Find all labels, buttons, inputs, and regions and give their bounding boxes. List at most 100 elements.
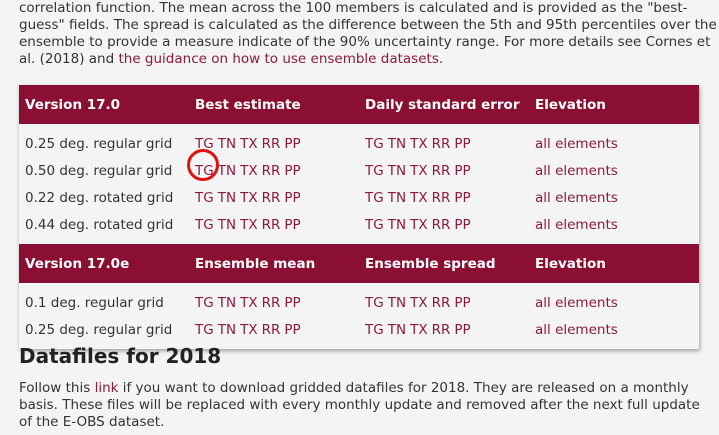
table-row: 0.25 deg. regular grid TG TN TX RR PP TG TN TX RR…	[19, 316, 699, 349]
table-row: 0.1 deg. regular grid TG TN TX RR PP TG TN TX RR P…	[19, 283, 699, 316]
variable-link-pp[interactable]: PP	[454, 135, 471, 152]
ensemble-spread-header: Ensemble spread	[359, 244, 529, 283]
variable-link-pp[interactable]: PP	[284, 162, 301, 179]
variable-link-rr[interactable]: RR	[261, 216, 281, 233]
variable-link-rr[interactable]: RR	[431, 189, 451, 206]
variable-link-tn[interactable]: TN	[387, 135, 407, 152]
variable-link-tn[interactable]: TN	[217, 294, 237, 311]
table-row: 0.50 deg. regular grid TG TN TX RR PP TG TN TX RR…	[19, 157, 699, 184]
variable-link-tg[interactable]: TG	[365, 162, 384, 179]
variable-link-rr[interactable]: RR	[261, 135, 281, 152]
variable-link-tn[interactable]: TN	[387, 294, 407, 311]
variable-link-rr[interactable]: RR	[431, 294, 451, 311]
variable-link-tn[interactable]: TN	[387, 189, 407, 206]
secondary-variable-links: TG TN TX RR PP	[359, 316, 529, 349]
best-estimate-header: Best estimate	[189, 85, 359, 124]
all-elements-link[interactable]: all elements	[535, 189, 618, 206]
variable-link-tn[interactable]: TN	[387, 321, 407, 338]
elevation-cell: all elements	[529, 283, 699, 316]
daily-standard-error-header: Daily standard error	[359, 85, 529, 124]
variable-link-tx[interactable]: TX	[410, 321, 428, 338]
variable-link-tn[interactable]: TN	[217, 216, 237, 233]
variable-link-tg[interactable]: TG	[365, 135, 384, 152]
variable-link-pp[interactable]: PP	[454, 162, 471, 179]
variable-link-tx[interactable]: TX	[240, 135, 258, 152]
secondary-variable-links: TG TN TX RR PP	[359, 283, 529, 316]
variable-link-rr[interactable]: RR	[261, 162, 281, 179]
elevation-cell: all elements	[529, 184, 699, 211]
all-elements-link[interactable]: all elements	[535, 294, 618, 311]
variable-link-tx[interactable]: TX	[410, 162, 428, 179]
variable-link-tn[interactable]: TN	[387, 162, 407, 179]
variable-link-tx[interactable]: TX	[240, 162, 258, 179]
ensemble-mean-header: Ensemble mean	[189, 244, 359, 283]
variable-link-tn[interactable]: TN	[217, 321, 237, 338]
variable-link-rr[interactable]: RR	[261, 294, 281, 311]
elevation-cell: all elements	[529, 316, 699, 349]
all-elements-link[interactable]: all elements	[535, 321, 618, 338]
all-elements-link[interactable]: all elements	[535, 135, 618, 152]
variable-link-tx[interactable]: TX	[240, 216, 258, 233]
variable-link-rr[interactable]: RR	[431, 135, 451, 152]
primary-variable-links: TG TN TX RR PP	[189, 124, 359, 157]
datafiles-paragraph: Follow this link if you want to download…	[19, 380, 709, 431]
grid-label: 0.25 deg. regular grid	[25, 135, 173, 152]
variable-link-tn[interactable]: TN	[217, 189, 237, 206]
variable-link-rr[interactable]: RR	[431, 216, 451, 233]
intro-line-4-text: al. (2018) and	[19, 51, 119, 67]
primary-variable-links: TG TN TX RR PP	[189, 184, 359, 211]
datafiles-link[interactable]: link	[94, 380, 119, 396]
variable-link-tx[interactable]: TX	[410, 135, 428, 152]
variable-link-tn[interactable]: TN	[387, 216, 407, 233]
secondary-variable-links: TG TN TX RR PP	[359, 157, 529, 184]
variable-link-pp[interactable]: PP	[454, 216, 471, 233]
variable-link-pp[interactable]: PP	[454, 294, 471, 311]
variable-link-tx[interactable]: TX	[240, 294, 258, 311]
elevation-cell: all elements	[529, 124, 699, 157]
variable-link-pp[interactable]: PP	[454, 321, 471, 338]
variable-link-tn[interactable]: TN	[217, 162, 237, 179]
variable-link-rr[interactable]: RR	[261, 189, 281, 206]
variable-link-tg[interactable]: TG	[195, 321, 214, 338]
grid-label: 0.44 deg. rotated grid	[25, 216, 174, 233]
variable-link-rr[interactable]: RR	[261, 321, 281, 338]
variable-link-pp[interactable]: PP	[284, 189, 301, 206]
variable-link-pp[interactable]: PP	[454, 189, 471, 206]
intro-line-4: al. (2018) and the guidance on how to us…	[19, 51, 443, 68]
variable-link-tg[interactable]: TG	[195, 216, 214, 233]
variable-link-tg[interactable]: TG	[195, 294, 214, 311]
grid-label: 0.25 deg. regular grid	[25, 321, 173, 338]
variable-link-tx[interactable]: TX	[410, 216, 428, 233]
variable-link-tn[interactable]: TN	[217, 135, 237, 152]
version-17-0e-header: Version 17.0e	[19, 244, 189, 283]
variable-link-tg[interactable]: TG	[195, 162, 214, 179]
variable-link-tg[interactable]: TG	[365, 216, 384, 233]
variable-link-tx[interactable]: TX	[410, 294, 428, 311]
guidance-link[interactable]: the guidance on how to use ensemble data…	[118, 51, 439, 67]
variable-link-tg[interactable]: TG	[365, 294, 384, 311]
variable-link-tg[interactable]: TG	[365, 189, 384, 206]
variable-link-tg[interactable]: TG	[195, 189, 214, 206]
variable-link-rr[interactable]: RR	[431, 321, 451, 338]
elevation-cell: all elements	[529, 157, 699, 184]
elevation-header-2: Elevation	[529, 244, 699, 283]
variable-link-tx[interactable]: TX	[410, 189, 428, 206]
variable-link-pp[interactable]: PP	[284, 294, 301, 311]
all-elements-link[interactable]: all elements	[535, 162, 618, 179]
secondary-variable-links: TG TN TX RR PP	[359, 124, 529, 157]
variable-link-tg[interactable]: TG	[365, 321, 384, 338]
all-elements-link[interactable]: all elements	[535, 216, 618, 233]
variable-link-pp[interactable]: PP	[284, 135, 301, 152]
variable-link-pp[interactable]: PP	[284, 321, 301, 338]
intro-line-2: guess" fields. The spread is calculated …	[19, 17, 717, 33]
variable-link-tx[interactable]: TX	[240, 321, 258, 338]
elevation-cell: all elements	[529, 211, 699, 244]
version-17-0-header: Version 17.0	[19, 85, 189, 124]
primary-variable-links: TG TN TX RR PP	[189, 211, 359, 244]
variable-link-rr[interactable]: RR	[431, 162, 451, 179]
grid-label: 0.22 deg. rotated grid	[25, 189, 174, 206]
variable-link-pp[interactable]: PP	[284, 216, 301, 233]
variable-link-tx[interactable]: TX	[240, 189, 258, 206]
section2-header-row: Version 17.0e Ensemble mean Ensemble spr…	[19, 244, 699, 283]
variable-link-tg[interactable]: TG	[195, 135, 214, 152]
